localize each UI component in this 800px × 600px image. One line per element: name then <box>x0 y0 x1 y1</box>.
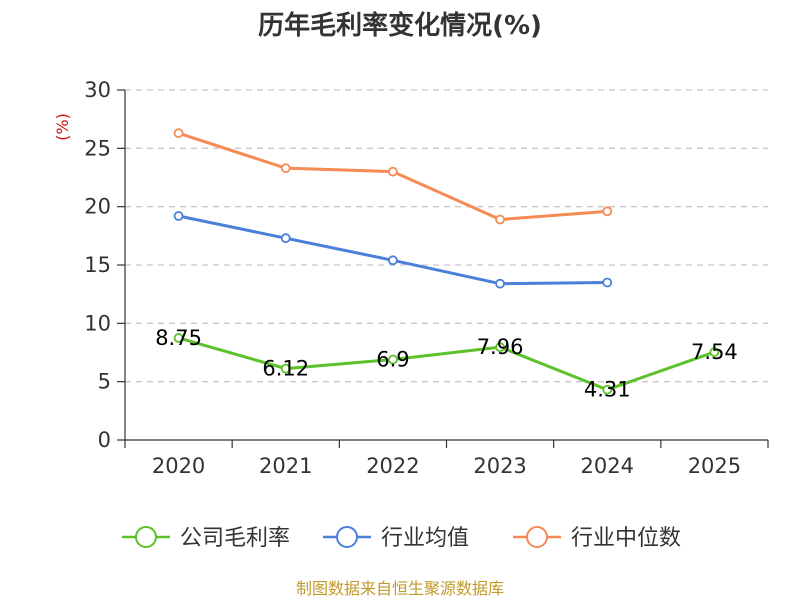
data-point <box>602 384 613 395</box>
data-label: 7.54 <box>691 340 738 364</box>
data-label: 7.96 <box>477 335 524 359</box>
data-point <box>495 278 505 289</box>
legend-marker <box>526 526 548 548</box>
x-tick-label: 2024 <box>581 454 634 478</box>
y-tick-label: 10 <box>84 311 111 335</box>
legend-marker <box>135 526 157 548</box>
data-point <box>280 233 291 244</box>
y-tick-labels: 0 5 10 15 20 25 30 <box>84 78 111 452</box>
x-tick-label: 2022 <box>366 454 419 478</box>
y-axis-unit: (%) <box>53 113 72 141</box>
x-tick-label: 2020 <box>152 454 205 478</box>
x-tick-label: 2021 <box>259 454 312 478</box>
legend-label: 行业中位数 <box>571 526 681 551</box>
y-tick-label: 25 <box>84 136 111 160</box>
data-point <box>388 255 398 266</box>
data-source: 制图数据来自恒生聚源数据库 <box>296 579 504 598</box>
grid-lines <box>125 89 768 383</box>
data-point <box>388 354 398 365</box>
data-point <box>495 214 505 225</box>
data-label: 6.9 <box>376 348 409 372</box>
series-line <box>178 214 608 286</box>
y-tick-label: 15 <box>84 253 111 277</box>
data-point <box>602 277 613 288</box>
data-point <box>173 211 184 221</box>
y-tick-label: 20 <box>84 195 111 219</box>
legend-marker <box>336 526 358 548</box>
data-point <box>602 206 613 217</box>
legend-label: 行业均值 <box>381 526 469 551</box>
data-label: 4.31 <box>584 378 631 402</box>
chart-title: 历年毛利率变化情况(%) <box>258 10 542 41</box>
series-line <box>178 336 715 392</box>
data-labels: 8.75 6.12 6.9 7.96 4.31 7.54 <box>155 326 738 402</box>
data-point <box>388 166 398 177</box>
x-tick-labels: 2020 2021 2022 2023 2024 2025 <box>152 454 741 478</box>
data-point <box>173 333 184 343</box>
data-point <box>280 363 291 374</box>
x-tick-label: 2023 <box>473 454 526 478</box>
y-tick-label: 0 <box>98 428 111 452</box>
data-point <box>173 128 184 139</box>
x-tick-label: 2025 <box>688 454 741 478</box>
data-label: 8.75 <box>155 326 202 350</box>
data-point <box>280 163 291 174</box>
y-tick-label: 30 <box>84 78 111 102</box>
data-point <box>709 347 720 357</box>
data-point <box>495 342 505 353</box>
axes <box>117 89 769 448</box>
series-layer <box>173 128 720 395</box>
legend-label: 公司毛利率 <box>180 526 290 551</box>
legend: 公司毛利率 行业均值 行业中位数 <box>122 526 681 551</box>
data-label: 6.12 <box>262 357 309 381</box>
y-tick-label: 5 <box>98 370 111 394</box>
